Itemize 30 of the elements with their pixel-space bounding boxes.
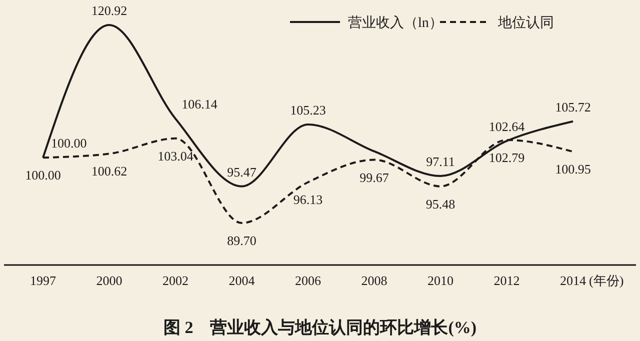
x-tick-label: 2008: [361, 273, 388, 288]
data-label: 105.23: [290, 102, 326, 118]
x-tick-label: 2014: [560, 273, 586, 288]
legend-label: 营业收入（ln）: [348, 15, 443, 31]
data-label: 97.11: [426, 154, 455, 170]
data-label: 100.00: [25, 168, 61, 183]
data-label: 100.95: [555, 162, 591, 177]
x-tick-label: 2004: [228, 273, 256, 288]
text: 图 2 营业收入与地位认同的环比增长(%): [163, 318, 477, 337]
data-label: 96.13: [293, 192, 323, 208]
data-label: 106.14: [182, 96, 218, 112]
data-label: 103.04: [158, 148, 194, 164]
data-label: 89.70: [227, 233, 256, 248]
data-label: 99.67: [360, 170, 390, 185]
data-label: 100.62: [91, 164, 128, 179]
x-tick-label: 2010: [428, 273, 454, 288]
data-label: 102.79: [488, 150, 525, 165]
data-label: 95.48: [426, 196, 456, 212]
data-label: 105.72: [555, 99, 591, 114]
data-label: 95.47: [227, 164, 257, 180]
data-label: 102.64: [488, 118, 526, 134]
data-label: 120.92: [91, 3, 128, 18]
x-tick-label: 1997: [30, 273, 56, 288]
data-label: 100.00: [51, 136, 87, 151]
x-tick-label: 2006: [295, 273, 322, 288]
x-tick-label: 2000: [96, 273, 122, 288]
x-tick-label: 2002: [162, 273, 188, 288]
x-tick-label: 2012: [494, 273, 520, 288]
legend-label: 地位认同: [497, 15, 554, 31]
x-axis-title: (年份): [589, 273, 624, 288]
